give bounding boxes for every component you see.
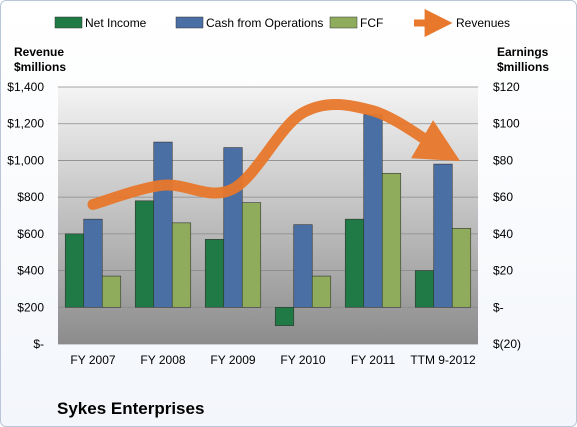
bar-cash-from-operations — [153, 141, 173, 308]
bar-fcf — [381, 172, 402, 308]
right-tick-label: $100 — [493, 117, 520, 131]
legend-label: Revenues — [456, 16, 510, 30]
legend-swatch — [329, 16, 358, 29]
bar-cash-from-operations — [293, 224, 313, 308]
left-tick-label: $- — [33, 337, 44, 351]
left-tick-label: $800 — [17, 190, 44, 204]
bar-fcf — [171, 222, 192, 308]
bar-cash-from-operations — [433, 163, 453, 308]
bar-net-income — [134, 200, 155, 308]
bar-net-income — [274, 306, 295, 326]
left-axis-title: $millions — [14, 60, 66, 74]
left-tick-label: $200 — [17, 300, 44, 314]
right-axis-title: Earnings — [497, 45, 549, 59]
legend-swatch — [175, 16, 204, 29]
right-axis-title: $millions — [497, 60, 549, 74]
line-revenues — [87, 98, 461, 210]
bar-net-income — [204, 239, 225, 308]
left-tick-label: $600 — [17, 227, 44, 241]
bar-cash-from-operations — [223, 147, 243, 308]
legend-label: FCF — [360, 16, 383, 30]
bar-cash-from-operations — [363, 114, 383, 308]
bar-cash-from-operations — [83, 218, 103, 308]
x-tick-label: FY 2008 — [140, 353, 185, 367]
right-tick-label: $40 — [493, 227, 513, 241]
x-tick-label: FY 2009 — [210, 353, 255, 367]
right-tick-label: $20 — [493, 264, 513, 278]
x-tick-label: TTM 9-2012 — [410, 353, 476, 367]
x-tick-label: FY 2011 — [351, 353, 396, 367]
bar-net-income — [344, 218, 365, 308]
bar-net-income — [414, 270, 435, 308]
legend-swatch — [54, 16, 83, 29]
bar-fcf — [311, 275, 332, 308]
right-tick-label: $120 — [493, 80, 520, 94]
legend-label: Cash from Operations — [206, 16, 323, 30]
bar-fcf — [101, 275, 122, 308]
right-tick-label: $(20) — [493, 337, 521, 351]
bar-net-income — [64, 233, 85, 308]
x-tick-label: FY 2010 — [280, 353, 325, 367]
legend-label: Net Income — [85, 16, 147, 30]
left-tick-label: $1,400 — [7, 80, 44, 94]
bar-fcf — [451, 228, 472, 308]
chart-title: Sykes Enterprises — [57, 399, 204, 418]
left-axis-title: Revenue — [14, 45, 64, 59]
right-tick-label: $80 — [493, 153, 513, 167]
bar-fcf — [241, 202, 262, 308]
right-tick-label: $- — [493, 300, 504, 314]
right-tick-label: $60 — [493, 190, 513, 204]
x-tick-label: FY 2007 — [70, 353, 115, 367]
left-tick-label: $1,200 — [7, 117, 44, 131]
left-tick-label: $1,000 — [7, 153, 44, 167]
left-tick-label: $400 — [17, 264, 44, 278]
